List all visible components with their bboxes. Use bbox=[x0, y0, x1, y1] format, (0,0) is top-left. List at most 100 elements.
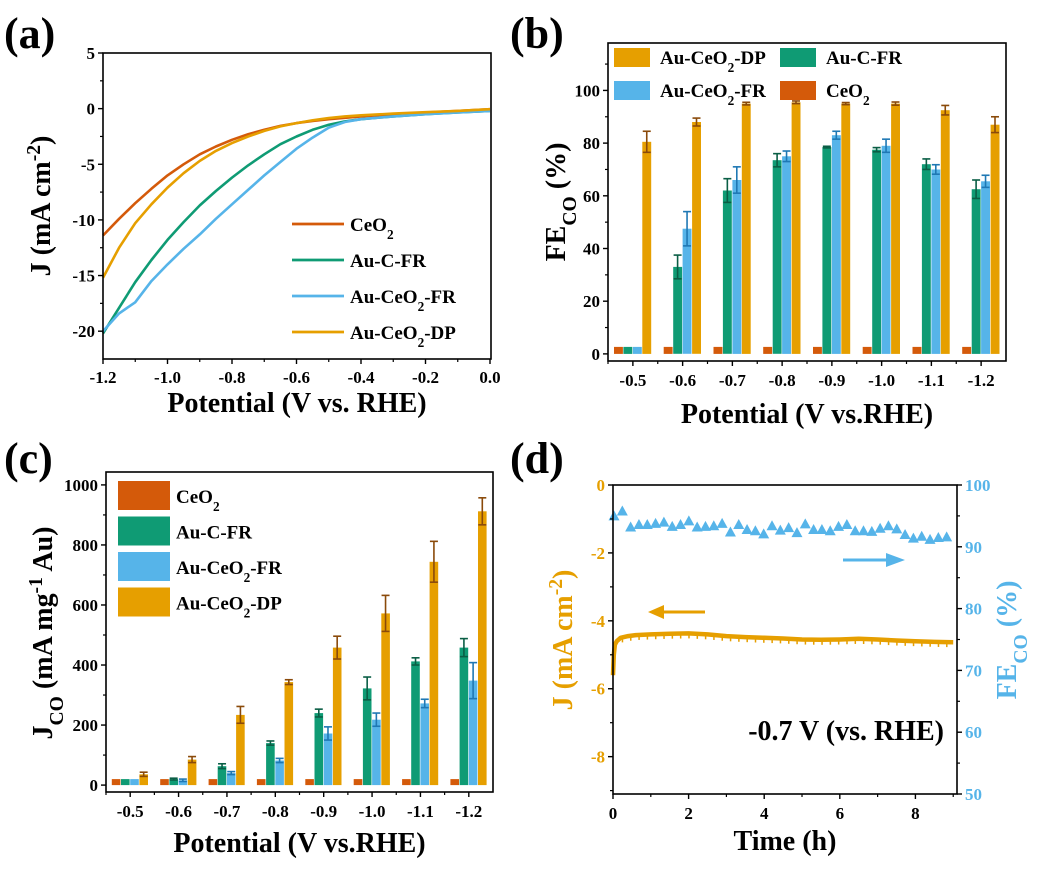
x-tick-label: -0.6 bbox=[165, 802, 192, 821]
bar-Au-C-FR bbox=[673, 266, 683, 354]
bar-Au-CeO2-DP bbox=[381, 613, 390, 786]
fe-point-triangle bbox=[758, 528, 770, 539]
bar-Au-CeO2-DP bbox=[891, 103, 900, 354]
x-tick-label: -1.1 bbox=[918, 371, 945, 390]
legend-label-Au-CeO2-FR: Au-CeO2-FR bbox=[176, 558, 282, 585]
bar-Au-C-FR bbox=[121, 779, 130, 786]
bar-Au-CeO2-DP bbox=[990, 124, 1000, 354]
legend-swatch-Au-CeO2-DP bbox=[118, 587, 170, 617]
y-right-tick-label: 100 bbox=[965, 476, 991, 495]
bar-Au-CeO2-DP bbox=[187, 759, 197, 786]
y-tick-label: 80 bbox=[583, 134, 600, 153]
bar-Au-CeO2-FR bbox=[275, 760, 284, 786]
fe-point-triangle bbox=[783, 522, 795, 533]
fe-point-triangle bbox=[808, 523, 820, 534]
legend-swatch-Au-C-FR bbox=[780, 48, 816, 67]
fe-point-triangle bbox=[774, 524, 786, 535]
bar-CeO2 bbox=[713, 346, 723, 354]
x-tick-label: -0.8 bbox=[219, 368, 246, 387]
fe-point-triangle bbox=[816, 523, 828, 534]
y-left-tick-label: -8 bbox=[591, 748, 605, 767]
y-tick-label: 0 bbox=[90, 776, 99, 795]
bar-Au-CeO2-FR bbox=[632, 346, 642, 354]
x-tick-label: -1.0 bbox=[154, 368, 181, 387]
x-tick-label: -0.5 bbox=[117, 802, 144, 821]
y-tick-label: 20 bbox=[583, 292, 600, 311]
plot-frame bbox=[102, 52, 492, 360]
fe-point-triangle bbox=[683, 515, 695, 526]
legend-swatch-CeO2 bbox=[780, 81, 816, 100]
x-tick-label: -0.8 bbox=[769, 371, 796, 390]
bar-Au-C-FR bbox=[169, 779, 178, 786]
panel-b-fe-bar-chart: -0.5 -0.6 -0.7 -0.8 -0.9 -1.0 -1.1 -1.2 0 20 40 60 8… bbox=[541, 42, 1007, 430]
bar-Au-C-FR bbox=[722, 190, 732, 354]
bar-CeO2 bbox=[912, 346, 922, 354]
y-tick-label: -5 bbox=[81, 155, 95, 174]
bar-Au-CeO2-FR bbox=[226, 773, 236, 786]
series-line-J bbox=[610, 631, 954, 676]
bar-Au-C-FR bbox=[314, 713, 324, 786]
fe-point-triangle bbox=[857, 525, 869, 536]
series-line-Au-CeO2-FR bbox=[102, 109, 491, 333]
x-tick-label: -1.2 bbox=[968, 371, 995, 390]
bar-Au-CeO2-DP bbox=[139, 774, 148, 786]
x-tick-label: 6 bbox=[836, 804, 845, 823]
y-tick-label: 40 bbox=[583, 240, 600, 259]
legend-label-Au-CeO2-DP: Au-CeO2-DP bbox=[176, 594, 282, 621]
x-axis-title: Potential (V vs.RHE) bbox=[173, 828, 425, 859]
bar-Au-C-FR bbox=[459, 647, 469, 786]
bar-CeO2 bbox=[111, 779, 121, 786]
fe-point-triangle bbox=[733, 519, 745, 530]
legend-label-Au-CeO2-FR: Au-CeO2-FR bbox=[350, 287, 456, 314]
x-tick-label: -0.9 bbox=[310, 802, 337, 821]
y-tick-label: 400 bbox=[73, 656, 99, 675]
fe-point-triangle bbox=[791, 527, 803, 538]
fe-point-triangle bbox=[941, 531, 953, 542]
bar-Au-C-FR bbox=[266, 743, 275, 786]
bar-Au-CeO2-FR bbox=[130, 779, 139, 786]
left-arrow-icon bbox=[648, 605, 664, 619]
y-axis-title: JCO (mA mg-1 Au) bbox=[26, 527, 68, 740]
bar-Au-C-FR bbox=[872, 149, 882, 354]
x-tick-label: -0.7 bbox=[719, 371, 746, 390]
bar-Au-CeO2-FR bbox=[931, 169, 941, 354]
x-axis-title: Time (h) bbox=[734, 826, 837, 857]
bar-Au-CeO2-DP bbox=[284, 682, 294, 786]
legend-swatch-Au-CeO2-DP bbox=[614, 48, 650, 67]
bar-Au-CeO2-DP bbox=[741, 103, 751, 354]
fe-point-triangle bbox=[841, 519, 853, 530]
bar-Au-C-FR bbox=[362, 688, 372, 786]
y-right-tick-label: 70 bbox=[965, 661, 982, 680]
y-right-tick-label: 50 bbox=[965, 785, 982, 804]
y-tick-label: 100 bbox=[575, 81, 601, 100]
bar-Au-CeO2-DP bbox=[332, 647, 342, 786]
series-line-Au-CeO2-DP bbox=[101, 107, 491, 279]
y-tick-label: 800 bbox=[73, 536, 99, 555]
fe-point-triangle bbox=[724, 526, 736, 537]
y-tick-label: 60 bbox=[583, 187, 600, 206]
legend-label-Au-C-FR: Au-C-FR bbox=[176, 523, 252, 544]
fe-point-triangle bbox=[616, 505, 628, 516]
right-arrow-icon bbox=[886, 553, 905, 567]
x-tick-label: 0.0 bbox=[479, 368, 500, 387]
legend-label-Au-CeO2-FR: Au-CeO2-FR bbox=[660, 81, 766, 108]
panel-label-d: (d) bbox=[510, 434, 564, 483]
fe-point-triangle bbox=[833, 520, 845, 531]
bar-Au-CeO2-FR bbox=[420, 703, 429, 786]
y-right-tick-label: 60 bbox=[965, 723, 982, 742]
x-tick-label: -0.7 bbox=[213, 802, 240, 821]
fe-point-triangle bbox=[907, 532, 919, 543]
bar-Au-C-FR bbox=[411, 661, 420, 786]
fe-point-triangle bbox=[675, 519, 687, 530]
y-tick-label: -15 bbox=[72, 267, 95, 286]
fe-point-triangle bbox=[866, 525, 878, 536]
potential-annotation: -0.7 V (vs. RHE) bbox=[748, 716, 944, 747]
bar-Au-CeO2-FR bbox=[323, 733, 333, 786]
legend-swatch-Au-CeO2-FR bbox=[614, 81, 650, 100]
fe-point-triangle bbox=[766, 520, 778, 531]
fe-point-triangle bbox=[716, 517, 728, 528]
y-left-axis-title: J (mA cm-2) bbox=[546, 570, 580, 711]
x-axis-title: Potential (V vs. RHE) bbox=[167, 388, 426, 419]
bar-CeO2 bbox=[160, 779, 169, 786]
bar-CeO2 bbox=[353, 779, 363, 786]
